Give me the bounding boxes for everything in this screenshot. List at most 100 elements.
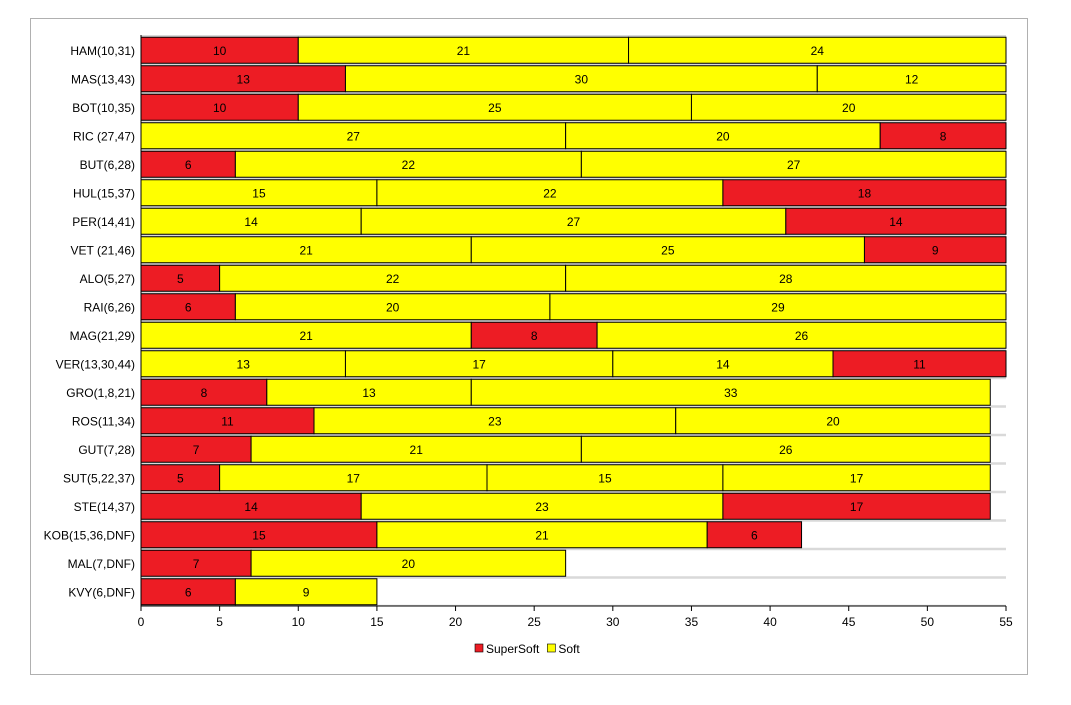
stint-bar [140, 549, 252, 577]
stint-value-label: 12 [905, 72, 919, 86]
x-tick-label: 35 [685, 615, 699, 629]
category-label: PER(14,41) [72, 215, 135, 229]
x-tick-label: 25 [528, 615, 542, 629]
stint-value-label: 21 [410, 443, 424, 457]
category-label: MAS(13,43) [71, 72, 135, 86]
x-tick-label: 0 [138, 615, 145, 629]
stint-bar [234, 293, 551, 321]
stint-value-label: 20 [826, 414, 840, 428]
stint-value-label: 7 [193, 557, 200, 571]
category-label: SUT(5,22,37) [63, 471, 135, 485]
stint-value-label: 17 [472, 357, 486, 371]
stint-bar [470, 321, 598, 349]
stint-bar [879, 122, 1007, 150]
stint-value-label: 17 [347, 471, 361, 485]
stint-bar [140, 435, 252, 463]
stint-bar [722, 492, 991, 520]
stint-value-label: 8 [201, 386, 208, 400]
stint-value-label: 22 [402, 158, 416, 172]
stint-value-label: 33 [724, 386, 738, 400]
x-tick-label: 15 [370, 615, 384, 629]
category-label: BOT(10,35) [72, 101, 135, 115]
stint-value-label: 27 [567, 215, 581, 229]
stint-bar [250, 549, 567, 577]
stint-value-label: 24 [811, 44, 825, 58]
stint-value-label: 5 [177, 272, 184, 286]
x-tick-label: 45 [842, 615, 856, 629]
stint-bar [565, 264, 1007, 292]
category-label: KOB(15,36,DNF) [44, 528, 135, 542]
stint-value-label: 22 [543, 186, 557, 200]
stint-value-label: 22 [386, 272, 400, 286]
stint-bar [706, 521, 803, 549]
stint-value-label: 23 [535, 500, 549, 514]
x-tick-label: 10 [292, 615, 306, 629]
stint-value-label: 6 [185, 300, 192, 314]
stint-value-label: 29 [771, 300, 785, 314]
stint-value-label: 8 [531, 329, 538, 343]
category-label: ALO(5,27) [80, 272, 135, 286]
category-label: KVY(6,DNF) [68, 585, 135, 599]
stint-value-label: 15 [252, 186, 266, 200]
stint-bar [722, 179, 1007, 207]
stint-bar [234, 150, 582, 178]
category-labels: HAM(10,31) MAS(13,43) BOT(10,35) RIC (27,47… [44, 44, 135, 600]
stint-value-label: 27 [347, 129, 361, 143]
legend: SuperSoft Soft [474, 642, 580, 656]
legend-label: Soft [558, 642, 580, 656]
stint-value-label: 5 [177, 471, 184, 485]
stint-value-label: 15 [598, 471, 612, 485]
stint-value-label: 20 [386, 300, 400, 314]
stint-value-label: 8 [940, 129, 947, 143]
stint-bar [565, 122, 881, 150]
stint-value-label: 17 [850, 471, 864, 485]
stint-value-label: 28 [779, 272, 793, 286]
stint-value-label: 9 [303, 585, 310, 599]
stint-bar [863, 236, 1007, 264]
x-tick-label: 55 [999, 615, 1013, 629]
stint-value-label: 21 [457, 44, 471, 58]
stint-bar [140, 378, 268, 406]
category-label: STE(14,37) [74, 500, 135, 514]
category-label: GUT(7,28) [78, 443, 135, 457]
stint-bar [675, 407, 991, 435]
stint-value-label: 26 [795, 329, 809, 343]
legend-swatch [547, 643, 556, 653]
stint-value-label: 13 [237, 357, 251, 371]
stint-bar [313, 407, 677, 435]
stint-bar [832, 350, 1007, 378]
stint-value-label: 20 [716, 129, 730, 143]
stint-bar [140, 321, 472, 349]
stint-bar [722, 464, 991, 492]
x-tick-label: 50 [921, 615, 935, 629]
stint-value-label: 6 [185, 585, 192, 599]
stint-bar [140, 293, 236, 321]
stint-bar [219, 264, 567, 292]
category-label: HUL(15,37) [73, 186, 135, 200]
stint-value-label: 20 [842, 101, 856, 115]
stint-value-label: 6 [185, 158, 192, 172]
stint-value-label: 9 [932, 243, 939, 257]
stint-bar [140, 236, 472, 264]
stint-bar [140, 93, 299, 121]
stint-bar [816, 65, 1007, 93]
stint-value-label: 10 [213, 101, 227, 115]
stint-value-label: 14 [889, 215, 903, 229]
x-tick-label: 30 [606, 615, 620, 629]
stint-value-label: 27 [787, 158, 801, 172]
legend-label: SuperSoft [486, 642, 540, 656]
stint-value-label: 11 [913, 357, 926, 371]
category-label: GRO(1,8,21) [66, 386, 135, 400]
stint-bar [140, 578, 236, 606]
stint-bar [470, 378, 991, 406]
stint-value-label: 10 [213, 44, 227, 58]
stint-bar [140, 407, 315, 435]
category-label: MAG(21,29) [70, 329, 135, 343]
stint-bar [219, 464, 488, 492]
stint-bar [376, 179, 724, 207]
stint-value-label: 14 [716, 357, 730, 371]
stint-value-label: 13 [237, 72, 251, 86]
stint-value-label: 20 [402, 557, 416, 571]
stint-value-label: 25 [488, 101, 502, 115]
stint-bar [612, 350, 834, 378]
